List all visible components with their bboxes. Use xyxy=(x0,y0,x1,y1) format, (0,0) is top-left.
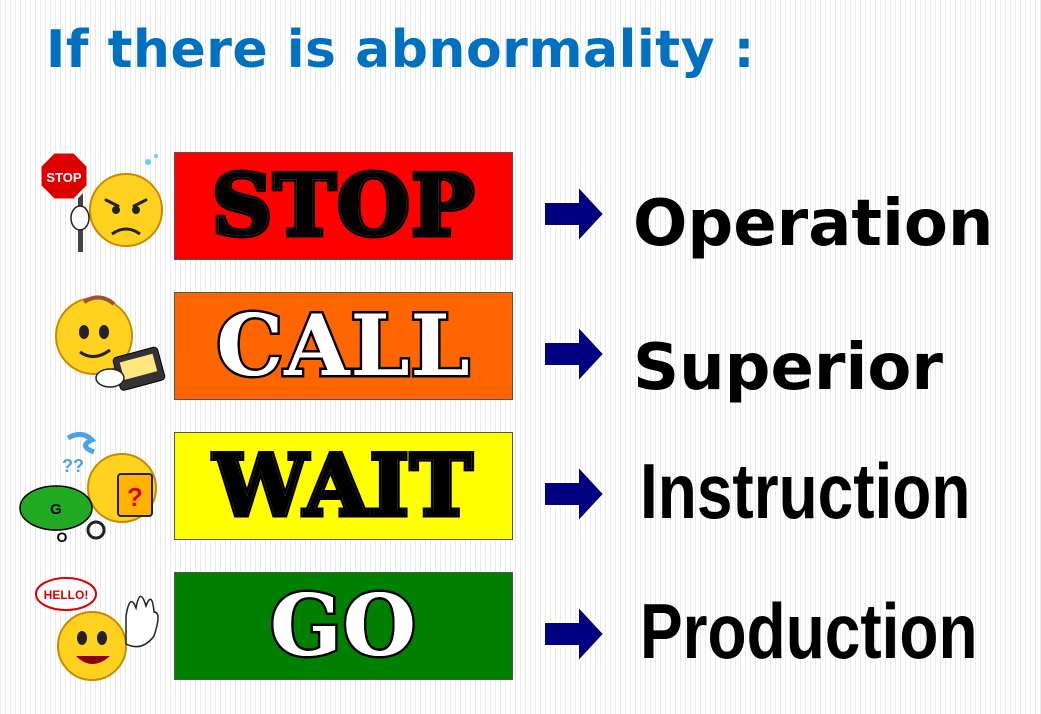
arrow-right-icon xyxy=(543,184,606,244)
action-instruction: Instruction xyxy=(640,447,971,535)
arrow-right-icon xyxy=(543,324,606,384)
svg-text:?: ? xyxy=(127,482,143,512)
row-call: CALL Superior xyxy=(0,292,1041,404)
action-production: Production xyxy=(640,587,978,675)
go-sign-label: G xyxy=(50,501,62,518)
call-sign-box: CALL xyxy=(174,292,513,400)
stop-sign-emoji-icon: STOP xyxy=(38,150,163,252)
row-stop: STOP STOP Operation xyxy=(0,150,1041,264)
phone-emoji-icon xyxy=(55,295,166,391)
stop-sign-box: STOP xyxy=(174,152,513,260)
wait-sign-text: WAIT xyxy=(211,436,475,535)
action-operation: Operation xyxy=(633,187,994,261)
arrow-right-icon xyxy=(543,604,606,664)
confused-emoji-icon: ?? ? G O xyxy=(19,432,157,545)
hello-bubble-label: HELLO! xyxy=(44,588,89,602)
go-sign-text: GO xyxy=(268,576,419,675)
action-superior: Superior xyxy=(633,331,943,405)
row-go: HELLO! GO Production xyxy=(0,572,1041,684)
go-sign-box: GO xyxy=(174,572,513,680)
stop-sign-text: STOP xyxy=(209,156,477,255)
stop-sign-label: STOP xyxy=(46,170,81,185)
row-wait: ?? ? G O WAIT Instruction xyxy=(0,432,1041,545)
svg-text:??: ?? xyxy=(62,456,84,476)
call-sign-text: CALL xyxy=(214,296,472,395)
waving-emoji-icon: HELLO! xyxy=(35,577,159,681)
wait-sign-box: WAIT xyxy=(174,432,513,540)
svg-text:O: O xyxy=(57,529,68,545)
page-title: If there is abnormality : xyxy=(46,20,755,80)
arrow-right-icon xyxy=(543,464,606,524)
